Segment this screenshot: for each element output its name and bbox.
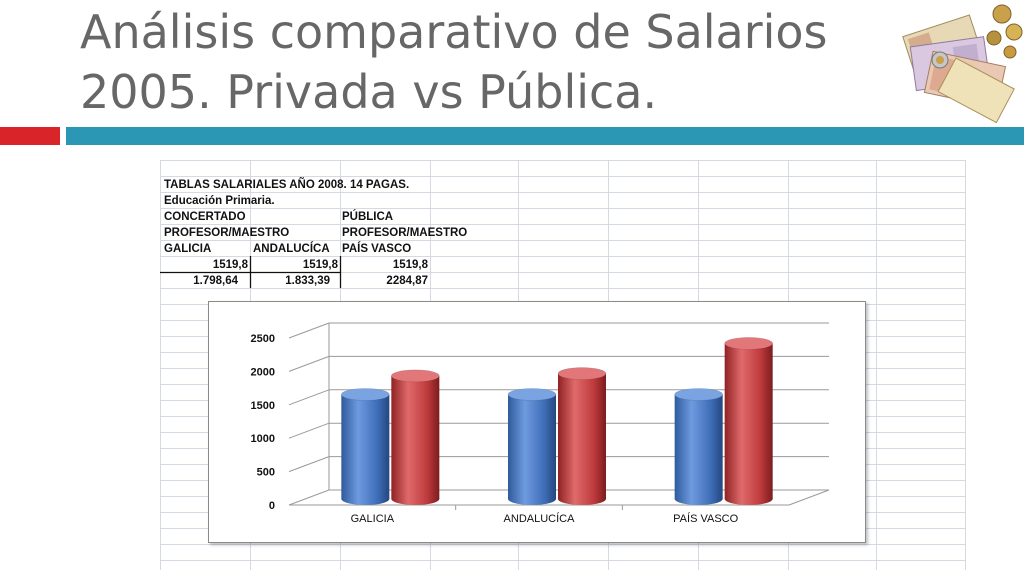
table-header-pais-vasco: PAÍS VASCO xyxy=(342,243,412,255)
bar-base xyxy=(391,493,440,505)
y-tick-label: 2000 xyxy=(251,366,275,378)
table-concertado: CONCERTADO xyxy=(164,211,246,223)
table-cell: 2284,87 xyxy=(386,275,428,287)
y-tick-label: 1000 xyxy=(251,433,275,445)
table-cell: 1.798,64 xyxy=(193,275,238,287)
title-line-1: Análisis comparativo de Salarios xyxy=(80,5,828,59)
x-tick-label: GALICIA xyxy=(351,513,395,525)
table-header-andalucia: ANDALUCÍCA xyxy=(253,243,330,255)
table-cell: 1.833,39 xyxy=(285,275,330,287)
bar-top xyxy=(557,367,607,380)
bar xyxy=(724,337,773,505)
x-tick-label: ANDALUCÍCA xyxy=(504,512,576,525)
bar-base xyxy=(558,493,606,505)
bar-body xyxy=(724,343,773,499)
title-line-2: 2005. Privada vs Pública. xyxy=(80,65,658,119)
table-title: TABLAS SALARIALES AÑO 2008. 14 PAGAS. xyxy=(164,179,410,191)
grid-line xyxy=(288,389,330,406)
bar-body xyxy=(674,394,723,499)
bar-base xyxy=(674,493,723,505)
bar-top xyxy=(507,388,557,401)
bar-top xyxy=(341,388,390,401)
y-tick-label: 1500 xyxy=(251,400,275,412)
bar-base xyxy=(724,493,773,505)
bar xyxy=(557,367,607,505)
grid-line xyxy=(288,322,330,339)
table-publica: PÚBLICA xyxy=(342,211,394,223)
accent-bar-teal xyxy=(66,127,1024,145)
grid-line xyxy=(288,489,330,506)
bar xyxy=(341,388,390,505)
table-cell: 1519,8 xyxy=(212,259,248,271)
bar xyxy=(391,369,440,505)
bar-top xyxy=(674,388,723,401)
bar-base xyxy=(508,493,556,505)
y-tick-label: 2500 xyxy=(251,333,275,345)
floor-line xyxy=(788,489,830,506)
table-header-galicia: GALICIA xyxy=(164,243,212,255)
bar-body xyxy=(391,375,440,499)
accent-bar-red xyxy=(0,127,60,145)
grid-line xyxy=(288,422,330,439)
money-icon xyxy=(902,4,1023,124)
slide-title: Análisis comparativo de Salarios 2005. P… xyxy=(80,2,910,122)
bar xyxy=(674,388,723,505)
bar-body xyxy=(341,394,390,499)
bar-body xyxy=(508,394,556,499)
y-tick-label: 500 xyxy=(257,467,275,479)
grid-line xyxy=(288,456,330,473)
grid-line xyxy=(288,355,330,372)
bar-base xyxy=(341,493,390,505)
bar-top xyxy=(391,369,440,383)
bar-body xyxy=(558,373,606,499)
chart-frame: 0 500 1000 1500 2000 2500 GALICIA ANDALUCÍCA PA… xyxy=(208,301,866,543)
x-tick-label: PAÍS VASCO xyxy=(673,512,738,525)
table-profesor-publica: PROFESOR/MAESTRO xyxy=(342,227,468,239)
table-profesor-concertado: PROFESOR/MAESTRO xyxy=(164,227,290,239)
bar-top xyxy=(724,337,773,350)
bar xyxy=(507,388,557,505)
table-cell: 1519,8 xyxy=(392,259,428,271)
spreadsheet: TABLAS SALARIALES AÑO 2008. 14 PAGAS. Ed… xyxy=(160,160,966,570)
table-subtitle: Educación Primaria. xyxy=(164,195,275,207)
table-cell: 1519,8 xyxy=(302,259,338,271)
bar-chart: 0 500 1000 1500 2000 2500 GALICIA ANDALUCÍCA PA… xyxy=(251,322,830,525)
y-tick-label: 0 xyxy=(269,500,275,512)
